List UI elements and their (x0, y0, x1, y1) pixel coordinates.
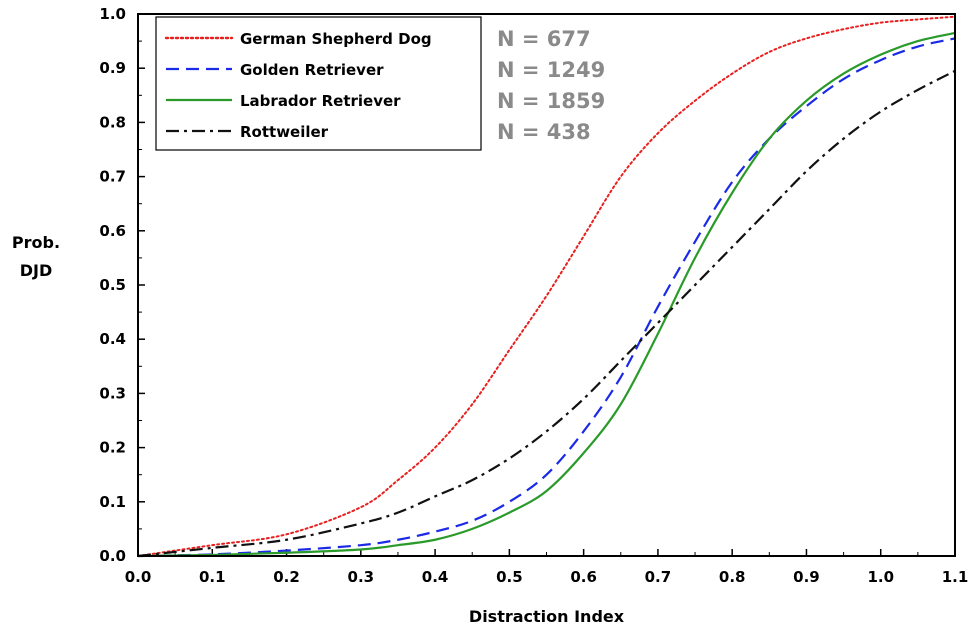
y-tick-label: 0.5 (99, 276, 126, 294)
series-count-label: N = 1859 (497, 89, 605, 113)
y-tick-label: 0.8 (99, 113, 126, 131)
counts: N = 677 N = 1249 N = 1859 N = 438 (497, 27, 605, 144)
y-tick-label: 0.1 (99, 493, 126, 511)
series-line-rottweiler (137, 69, 956, 558)
y-axis-title-line-1: Prob. (12, 233, 60, 252)
x-tick-label: 1.1 (942, 568, 969, 586)
x-tick-label: 0.3 (348, 568, 375, 586)
x-tick-label: 0.9 (793, 568, 820, 586)
x-tick-label: 0.5 (496, 568, 523, 586)
series-line-golden-retriever (137, 37, 956, 558)
series-count-label: N = 438 (497, 120, 591, 144)
x-tick-label: 0.6 (570, 568, 597, 586)
x-tick-label: 0.4 (422, 568, 449, 586)
legend-box (155, 16, 482, 151)
x-tick-label: 0.2 (273, 568, 300, 586)
ticks-layer: 0.0 0.1 0.2 0.3 0.4 0.5 0.6 0.7 0.8 0.9 1.0 1.1 0.0 0… (99, 5, 968, 586)
legend-label: Golden Retriever (240, 61, 384, 79)
y-tick-label: 0.2 (99, 439, 126, 457)
y-tick-label: 0.0 (99, 547, 126, 565)
y-axis-title-line-2: DJD (20, 261, 53, 280)
legend-label: German Shepherd Dog (240, 30, 432, 48)
x-tick-label: 0.7 (645, 568, 672, 586)
series-layer (137, 15, 956, 558)
legend-label: Rottweiler (240, 123, 329, 141)
y-tick-label: 0.3 (99, 384, 126, 402)
legend-label: Labrador Retriever (240, 92, 401, 110)
x-tick-label: 1.0 (867, 568, 894, 586)
x-axis-title: Distraction Index (469, 607, 625, 626)
plot-frame (137, 13, 956, 557)
y-tick-label: 0.6 (99, 222, 126, 240)
x-tick-label: 0.1 (199, 568, 226, 586)
series-line-german-shepherd-dog (137, 15, 956, 557)
y-tick-label: 0.7 (99, 168, 126, 186)
y-tick-label: 0.9 (99, 59, 126, 77)
legend: German Shepherd Dog Golden Retriever Labra… (155, 16, 482, 151)
series-count-label: N = 1249 (497, 58, 605, 82)
series-count-label: N = 677 (497, 27, 591, 51)
x-tick-label: 0.8 (719, 568, 746, 586)
series-line-labrador-retriever (137, 31, 956, 558)
y-tick-label: 1.0 (99, 5, 126, 23)
y-tick-label: 0.4 (99, 330, 126, 348)
x-tick-label: 0.0 (125, 568, 152, 586)
